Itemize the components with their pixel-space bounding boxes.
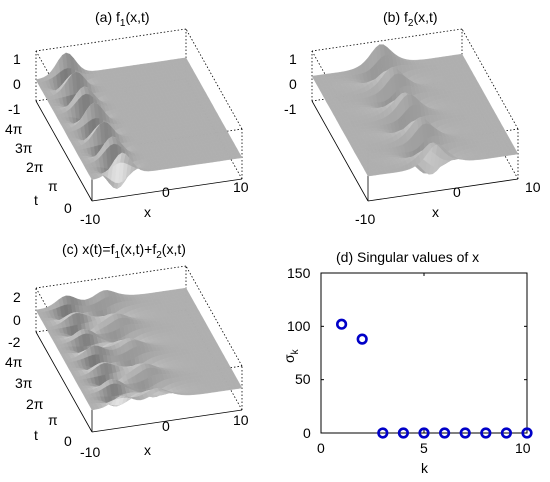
panel-d: (d) Singular values of x 150 100 50 0 0 …: [281, 249, 531, 476]
panel-d-y-label: σk: [281, 348, 301, 363]
panel-d-x-tick-5: 5: [420, 440, 428, 456]
b-edge-x-front: [368, 179, 518, 201]
panel-c-title: (c) x(t)=f1(x,t)+f2(x,t): [62, 241, 186, 261]
panel-a-z-tick-1: 1: [13, 51, 21, 67]
panel-a-x-tick-m10: -10: [80, 211, 100, 227]
a-edge-top-back: [36, 29, 186, 51]
panel-c-z-tick-0: 0: [13, 312, 21, 328]
panel-c-t-tick-0: 0: [64, 433, 72, 449]
panel-d-axes-box: [321, 273, 527, 433]
panel-a: (a) f1(x,t) 1 0 -1 4π 3π 2π π 0 t -10 0 …: [5, 9, 249, 227]
panel-b-x-tick-10: 10: [525, 179, 541, 195]
panel-b-z-tick-1: 1: [289, 51, 297, 67]
panel-b-z-tick-m1: -1: [284, 101, 297, 117]
panel-c-x-tick-10: 10: [233, 412, 249, 428]
panel-a-t-tick-3pi: 3π: [15, 140, 33, 156]
panel-c: (c) x(t)=f1(x,t)+f2(x,t) 2 0 -2 4π 3π 2π…: [5, 241, 249, 460]
panel-a-x-label: x: [144, 204, 151, 220]
panel-c-z-tick-2: 2: [13, 289, 21, 305]
panel-a-t-label: t: [34, 192, 38, 208]
c-edge-top-back: [36, 266, 186, 288]
panel-b-x-tick-m10: -10: [355, 211, 375, 227]
panel-c-x-label: x: [144, 442, 151, 458]
panel-c-t-tick-2pi: 2π: [26, 396, 44, 412]
panel-c-surface: [36, 288, 242, 410]
panel-c-x-tick-m10: -10: [80, 444, 100, 460]
panel-d-x-label: k: [421, 460, 429, 476]
panel-d-y-tick-100: 100: [287, 318, 311, 334]
panel-b: (b) f2(x,t) 1 0 -1 -10 0 10 x: [284, 9, 541, 227]
panel-d-y-tick-0: 0: [303, 425, 311, 441]
panel-a-t-tick-2pi: 2π: [26, 159, 44, 175]
panel-c-t-label: t: [34, 427, 38, 443]
panel-a-x-tick-10: 10: [233, 179, 249, 195]
panel-d-x-tick-0: 0: [317, 440, 325, 456]
panel-b-z-tick-0: 0: [289, 76, 297, 92]
panel-c-t-tick-pi: π: [48, 412, 58, 428]
panel-b-x-label: x: [432, 204, 439, 220]
panel-c-t-tick-3pi: 3π: [15, 375, 33, 391]
panel-a-z-tick-0: 0: [13, 76, 21, 92]
panel-a-x-tick-0: 0: [162, 184, 170, 200]
panel-d-y-tick-50: 50: [295, 371, 311, 387]
panel-c-t-tick-4pi: 4π: [5, 354, 23, 370]
panel-d-y-tick-150: 150: [287, 265, 311, 281]
panel-a-t-tick-4pi: 4π: [5, 121, 23, 137]
panel-b-x-tick-0: 0: [453, 184, 461, 200]
panel-a-title: (a) f1(x,t): [95, 9, 150, 29]
panel-a-z-tick-m1: -1: [8, 101, 21, 117]
panel-d-title: (d) Singular values of x: [336, 249, 479, 265]
panel-a-t-tick-pi: π: [48, 178, 58, 194]
panel-d-x-tick-10: 10: [515, 440, 531, 456]
panel-b-title: (b) f2(x,t): [383, 9, 438, 29]
panel-a-t-tick-0: 0: [64, 200, 72, 216]
panel-c-x-tick-0: 0: [162, 418, 170, 434]
panel-c-z-tick-m2: -2: [8, 334, 21, 350]
